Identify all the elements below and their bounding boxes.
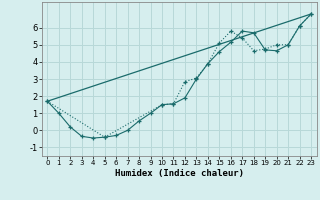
X-axis label: Humidex (Indice chaleur): Humidex (Indice chaleur) bbox=[115, 169, 244, 178]
